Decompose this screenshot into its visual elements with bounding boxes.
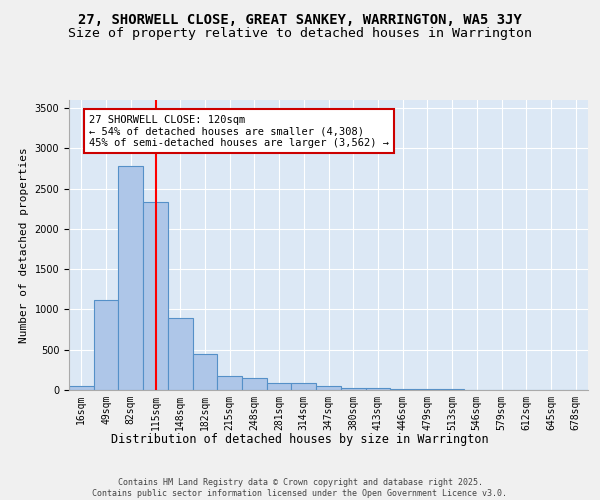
Bar bbox=[94, 300, 118, 390]
Bar bbox=[217, 376, 242, 390]
Y-axis label: Number of detached properties: Number of detached properties bbox=[19, 147, 29, 343]
Bar bbox=[415, 389, 440, 390]
Bar bbox=[168, 318, 193, 390]
Bar bbox=[292, 383, 316, 390]
Bar bbox=[365, 388, 390, 390]
Bar bbox=[69, 386, 94, 390]
Bar bbox=[267, 383, 292, 390]
Bar bbox=[143, 202, 168, 390]
Text: 27 SHORWELL CLOSE: 120sqm
← 54% of detached houses are smaller (4,308)
45% of se: 27 SHORWELL CLOSE: 120sqm ← 54% of detac… bbox=[89, 114, 389, 148]
Text: Contains HM Land Registry data © Crown copyright and database right 2025.
Contai: Contains HM Land Registry data © Crown c… bbox=[92, 478, 508, 498]
Bar bbox=[242, 378, 267, 390]
Bar bbox=[193, 354, 217, 390]
Bar bbox=[341, 388, 365, 390]
Text: 27, SHORWELL CLOSE, GREAT SANKEY, WARRINGTON, WA5 3JY: 27, SHORWELL CLOSE, GREAT SANKEY, WARRIN… bbox=[78, 12, 522, 26]
Text: Distribution of detached houses by size in Warrington: Distribution of detached houses by size … bbox=[111, 432, 489, 446]
Bar bbox=[390, 389, 415, 390]
Bar bbox=[118, 166, 143, 390]
Text: Size of property relative to detached houses in Warrington: Size of property relative to detached ho… bbox=[68, 28, 532, 40]
Bar bbox=[316, 386, 341, 390]
